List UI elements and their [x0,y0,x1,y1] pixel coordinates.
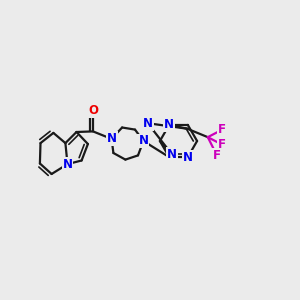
Text: O: O [88,104,98,117]
Text: F: F [218,138,226,151]
Text: N: N [183,151,193,164]
Text: N: N [142,117,153,130]
Text: F: F [213,149,221,162]
Text: N: N [164,118,174,131]
Text: N: N [106,132,117,146]
Text: N: N [138,134,148,148]
Text: F: F [218,123,226,136]
Text: N: N [62,158,73,171]
Text: N: N [167,148,177,161]
